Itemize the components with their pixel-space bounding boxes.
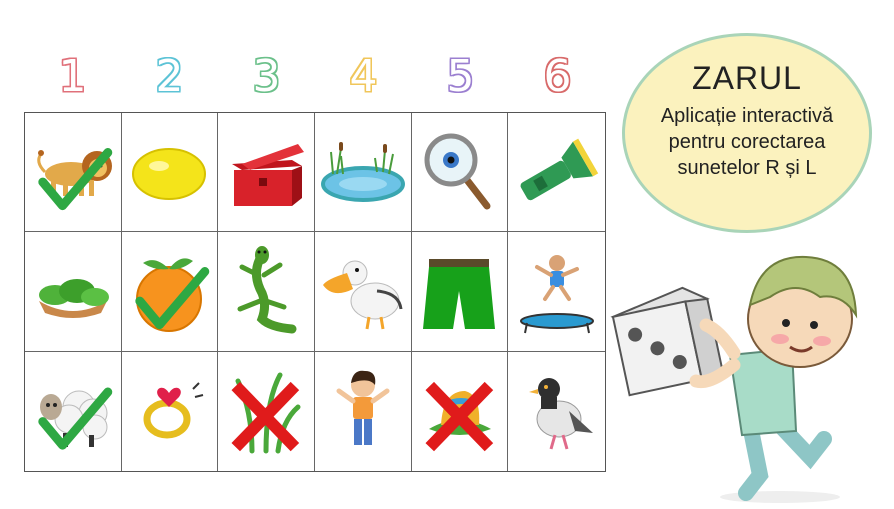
picture-grid (24, 112, 606, 472)
cell-lemon[interactable] (121, 113, 219, 233)
flashlight-icon (520, 138, 598, 201)
cell-pond[interactable] (314, 113, 412, 233)
cell-flashlight[interactable] (508, 113, 605, 233)
cell-lettuce[interactable] (25, 232, 122, 352)
cell-shorts[interactable] (411, 232, 509, 352)
red-chest-icon (232, 144, 305, 207)
grass-icon (235, 372, 301, 454)
title-badge: ZARUL Aplicație interactivă pentru corec… (622, 33, 872, 233)
lettuce-bowl-icon (38, 279, 109, 319)
cell-boy[interactable] (315, 351, 412, 471)
number-2: 2 (155, 51, 184, 102)
cell-lion[interactable] (25, 113, 122, 233)
cell-grass[interactable] (218, 351, 315, 471)
cell-sheep[interactable] (25, 351, 122, 471)
boy-icon (336, 371, 390, 446)
cell-ring[interactable] (122, 351, 219, 471)
subtitle-line: Aplicație interactivă (660, 105, 834, 127)
hat-icon (429, 391, 492, 436)
cell-chest[interactable] (218, 113, 315, 233)
pigeon-icon (528, 378, 593, 450)
lemon-icon (132, 148, 207, 201)
app-subtitle: Aplicație interactivă pentru corectarea … (625, 103, 869, 181)
magnifier-icon (424, 133, 491, 210)
subtitle-line: pentru corectarea (668, 131, 826, 153)
cell-pigeon[interactable] (508, 352, 605, 471)
lizard-icon (237, 246, 297, 334)
boy-holding-dice-icon (610, 255, 858, 503)
lion-icon (37, 150, 112, 197)
orange-icon (136, 258, 203, 333)
subtitle-line: sunetelor R și L (677, 157, 817, 179)
trampoline-child-icon (519, 255, 594, 334)
pond-icon (320, 142, 405, 203)
pelican-icon (322, 260, 403, 330)
number-4: 4 (349, 51, 378, 102)
cell-trampoline[interactable] (508, 232, 605, 352)
number-1: 1 (58, 51, 87, 102)
sheep-icon (39, 390, 108, 448)
ring-icon (143, 382, 204, 439)
number-5: 5 (446, 51, 475, 102)
cell-orange[interactable] (121, 232, 219, 352)
cell-pelican[interactable] (314, 232, 412, 352)
number-3: 3 (252, 51, 281, 102)
number-6: 6 (543, 51, 572, 102)
green-shorts-icon (423, 259, 496, 330)
cell-hat[interactable] (412, 351, 509, 471)
app-title: ZARUL (692, 60, 802, 96)
dice-number-row: 1 2 3 4 5 6 (24, 50, 606, 104)
cell-magnifier[interactable] (411, 113, 509, 233)
cell-lizard[interactable] (218, 232, 315, 352)
